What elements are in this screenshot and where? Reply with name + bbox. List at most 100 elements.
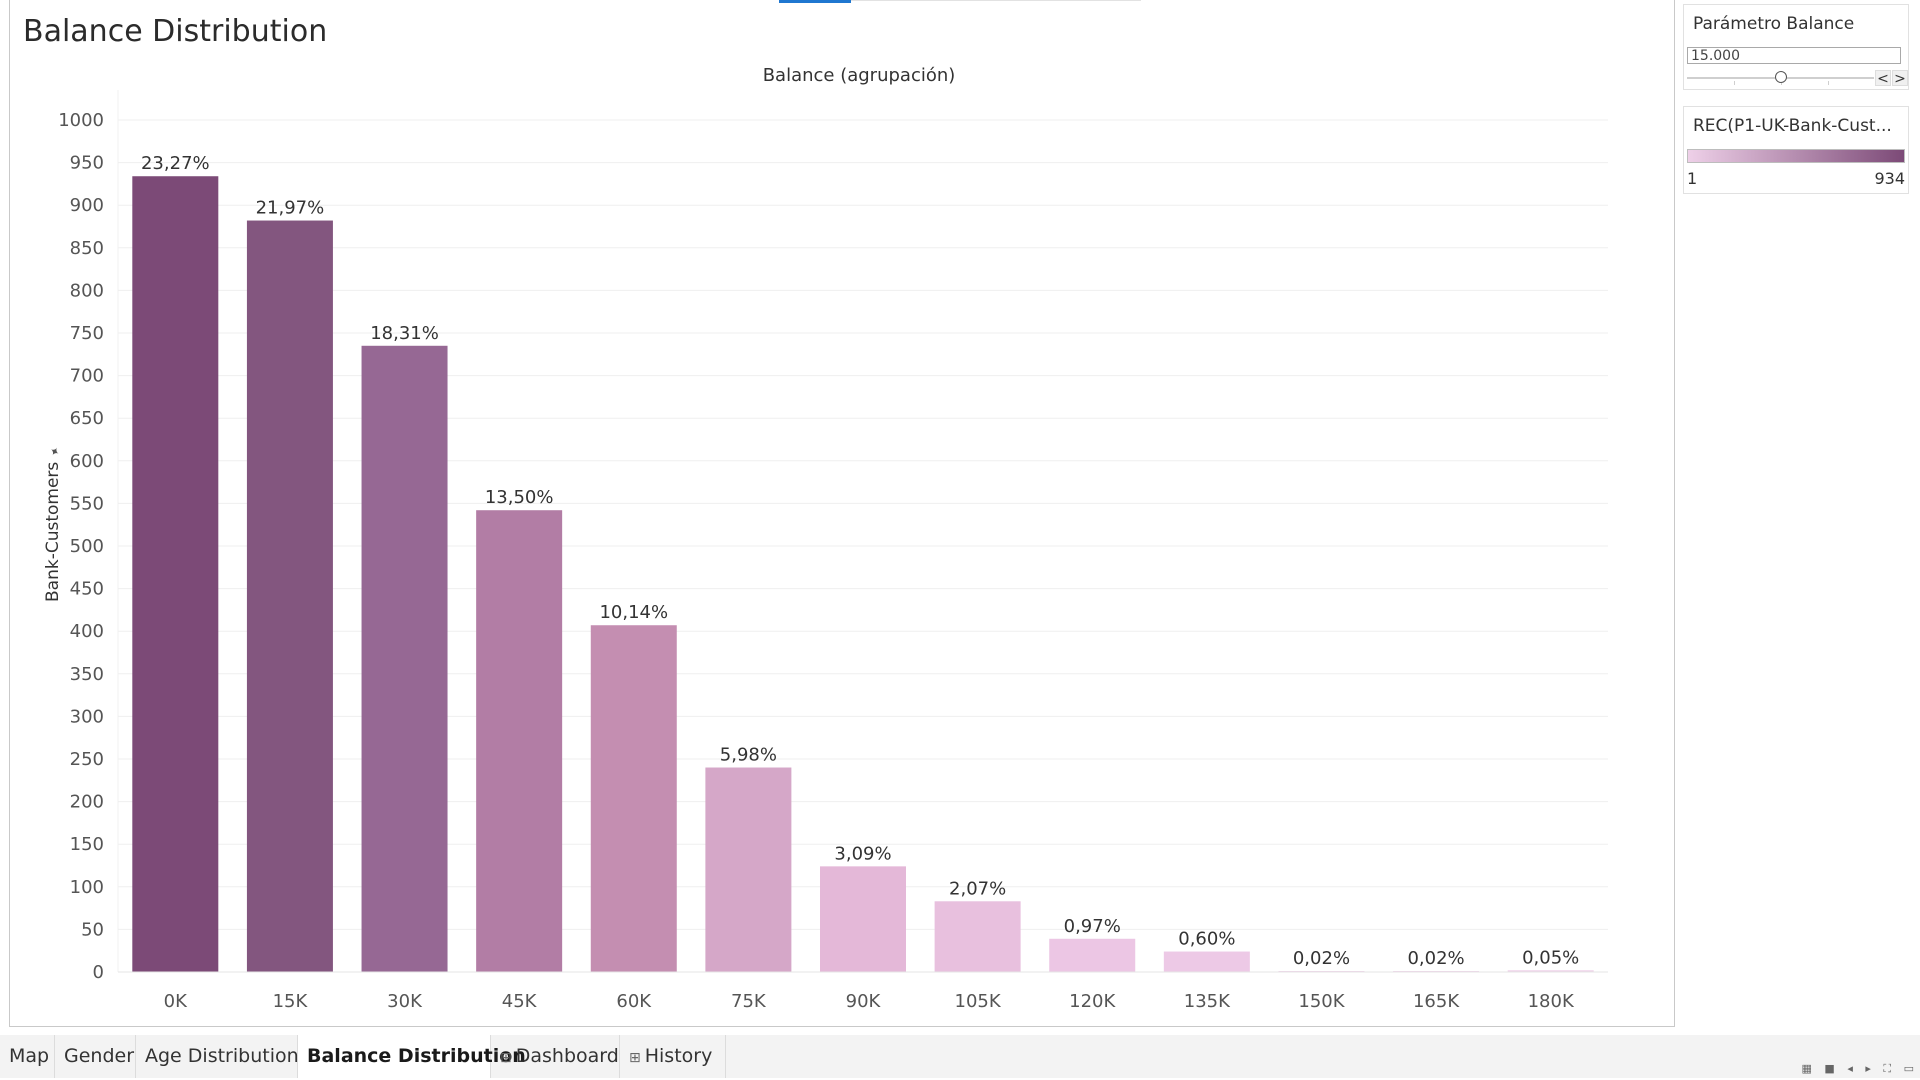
bar[interactable] [1507, 970, 1594, 972]
chart-title: Balance (agrupación) [763, 65, 956, 86]
y-tick-label: 400 [70, 621, 104, 642]
y-axis-label: Bank-Customers [43, 462, 63, 602]
bar-data-label: 13,50% [485, 487, 554, 508]
x-tick-label: 180K [1528, 991, 1575, 1012]
y-tick-label: 700 [70, 366, 104, 387]
parameter-next-button[interactable]: > [1892, 70, 1908, 87]
color-legend-min: 1 [1687, 169, 1698, 188]
pin-icon[interactable]: ✦ [46, 444, 63, 460]
bar-data-label: 0,05% [1522, 947, 1579, 968]
bar[interactable] [361, 345, 448, 972]
y-tick-label: 750 [70, 323, 104, 344]
y-tick-label: 500 [70, 536, 104, 557]
y-tick-label: 950 [70, 153, 104, 174]
bar[interactable] [934, 901, 1021, 972]
tab-history[interactable]: ⊞ History [620, 1035, 726, 1078]
y-tick-label: 50 [81, 919, 104, 940]
y-tick-label: 300 [70, 706, 104, 727]
color-legend: REC(P1-UK-Bank-Cust... 1 934 [1683, 106, 1909, 194]
tab-label: Balance Distribution [307, 1045, 526, 1067]
bar[interactable] [1049, 938, 1136, 972]
grid-view-icon[interactable]: ▦ [1801, 1062, 1812, 1075]
bar[interactable] [590, 625, 677, 972]
tab-age-distribution[interactable]: Age Distribution [136, 1035, 299, 1078]
y-tick-label: 800 [70, 280, 104, 301]
color-gradient-bar [1687, 149, 1905, 163]
tab-label: Gender [64, 1045, 135, 1067]
x-tick-label: 75K [731, 991, 767, 1012]
bar-data-label: 5,98% [720, 745, 777, 766]
x-tick-label: 45K [502, 991, 538, 1012]
y-tick-label: 650 [70, 408, 104, 429]
bar-data-label: 3,09% [834, 843, 891, 864]
bar-data-label: 18,31% [370, 323, 439, 344]
y-tick-label: 450 [70, 579, 104, 600]
x-tick-label: 60K [616, 991, 652, 1012]
bar-data-label: 0,02% [1293, 948, 1350, 969]
y-tick-label: 900 [70, 195, 104, 216]
parameter-prev-button[interactable]: < [1875, 70, 1891, 87]
color-legend-title: REC(P1-UK-Bank-Cust... [1693, 116, 1892, 136]
parameter-slider-thumb[interactable] [1774, 71, 1787, 83]
slider-tick [1734, 81, 1735, 85]
x-tick-label: 90K [846, 991, 882, 1012]
bar[interactable] [705, 767, 792, 972]
x-tick-label: 0K [164, 991, 188, 1012]
bar-data-label: 0,02% [1407, 948, 1464, 969]
slider-tick [1781, 81, 1782, 85]
parameter-title: Parámetro Balance [1693, 14, 1855, 34]
bar-data-label: 23,27% [141, 153, 210, 174]
x-tick-label: 120K [1069, 991, 1116, 1012]
bar-data-label: 0,97% [1064, 916, 1121, 937]
story-icon: ⊞ [629, 1050, 641, 1066]
parameter-value-input[interactable] [1687, 47, 1901, 64]
y-tick-label: 1000 [58, 110, 104, 131]
y-tick-label: 0 [93, 962, 104, 983]
x-tick-label: 105K [955, 991, 1002, 1012]
tab-label: Map [9, 1045, 50, 1067]
bar[interactable] [132, 176, 219, 972]
bar[interactable] [246, 220, 333, 972]
bar-chart: Balance (agrupación) 0 50 100 150 200 250 300 35… [43, 65, 1608, 1012]
tab-balance-distribution[interactable]: Balance Distribution [298, 1035, 526, 1078]
bar[interactable] [820, 866, 906, 972]
y-tick-label: 100 [70, 877, 104, 898]
parameter-control: Parámetro Balance < > [1683, 4, 1909, 90]
sheet-tab-bar: Map Gender Age Distribution Balance Dist… [0, 1035, 1920, 1078]
tab-map[interactable]: Map [0, 1035, 55, 1078]
active-story-indicator [779, 0, 851, 3]
tab-label: Dashboard [515, 1045, 619, 1067]
y-tick-label: 850 [70, 238, 104, 259]
y-tick-label: 250 [70, 749, 104, 770]
single-view-icon[interactable]: ■ [1824, 1062, 1835, 1075]
x-tick-label: 15K [273, 991, 309, 1012]
prev-sheet-icon[interactable]: ◂ [1847, 1062, 1853, 1075]
tab-label: Age Distribution [145, 1045, 299, 1067]
bar-data-label: 10,14% [599, 602, 668, 623]
tab-gender[interactable]: Gender [55, 1035, 136, 1078]
right-panel: Parámetro Balance < > REC(P1-UK-Bank-Cus… [1675, 0, 1920, 1026]
top-divider [851, 0, 1141, 1]
slider-tick [1828, 81, 1829, 85]
y-tick-label: 350 [70, 664, 104, 685]
y-tick-label: 150 [70, 834, 104, 855]
dashboard-icon: ⊞ [500, 1050, 512, 1066]
x-tick-label: 150K [1298, 991, 1345, 1012]
tab-dashboard[interactable]: ⊞ Dashboard [491, 1035, 620, 1078]
bar-data-label: 2,07% [949, 878, 1006, 899]
bar-data-label: 21,97% [256, 198, 325, 219]
x-tick-label: 135K [1184, 991, 1231, 1012]
next-sheet-icon[interactable]: ▸ [1865, 1062, 1871, 1075]
bar[interactable] [476, 510, 563, 972]
bar-data-label: 0,60% [1178, 929, 1235, 950]
fullscreen-icon[interactable]: ⛶ [1883, 1062, 1892, 1075]
y-tick-label: 600 [70, 451, 104, 472]
worksheet-canvas: Balance Distribution Balance (agrupación… [9, 0, 1675, 1027]
bar[interactable] [1163, 951, 1250, 972]
color-legend-max: 934 [1874, 169, 1905, 188]
sheet-title: Balance Distribution [23, 14, 328, 49]
present-icon[interactable]: ▭ [1903, 1062, 1914, 1075]
y-tick-label: 550 [70, 493, 104, 514]
y-tick-label: 200 [70, 792, 104, 813]
tab-label: History [644, 1045, 713, 1067]
